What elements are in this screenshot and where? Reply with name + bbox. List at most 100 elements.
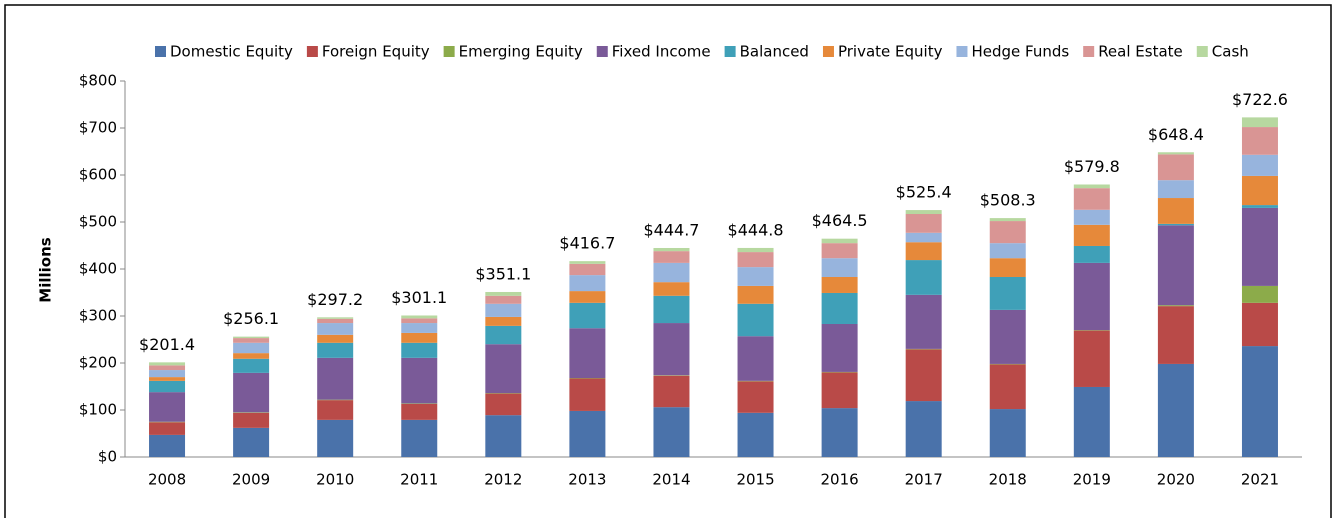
bar-segment: [1157, 306, 1194, 364]
y-tick-label: $700: [79, 119, 117, 137]
bar-segment: [317, 323, 354, 335]
bar-segment: [233, 412, 270, 428]
x-tick-label: 2018: [989, 471, 1027, 489]
x-tick-label: 2011: [400, 471, 438, 489]
y-tick-label: $400: [79, 260, 117, 278]
bar-segment: [821, 276, 858, 293]
legend-swatch: [443, 46, 455, 57]
y-tick-label: $0: [98, 448, 117, 466]
bar-segment: [905, 401, 942, 457]
bar-segment: [401, 403, 438, 420]
bar-segment: [485, 415, 522, 457]
bar-segment: [653, 323, 690, 376]
bar-segment: [401, 357, 438, 404]
bar-segment: [1241, 285, 1278, 303]
bar-segment: [317, 342, 354, 358]
bar-segment: [233, 372, 270, 413]
frame: [4, 4, 1332, 518]
legend-label: Balanced: [740, 43, 809, 61]
legend-label: Private Equity: [838, 43, 943, 61]
legend-swatch: [1083, 46, 1095, 57]
bar-segment: [989, 309, 1026, 364]
bar-segment: [989, 364, 1026, 410]
total-label: $579.8: [1064, 157, 1120, 176]
bar-segment: [317, 419, 354, 457]
bar-segment: [821, 243, 858, 259]
legend-label: Hedge Funds: [971, 43, 1069, 61]
bar-segment: [905, 294, 942, 349]
bar-segment: [149, 370, 186, 378]
bar-segment: [569, 263, 606, 276]
bar-segment: [1073, 262, 1110, 331]
bar-segment: [653, 375, 690, 408]
x-tick-label: 2014: [652, 471, 690, 489]
bar-segment: [149, 380, 186, 393]
y-tick-label: $100: [79, 401, 117, 419]
x-tick-label: 2020: [1157, 471, 1195, 489]
bar-segment: [1241, 154, 1278, 176]
x-tick-label: 2017: [905, 471, 943, 489]
bar-segment: [905, 232, 942, 243]
bar-segment: [401, 315, 438, 319]
x-tick-label: 2015: [736, 471, 774, 489]
bar-segment: [737, 303, 774, 337]
bar-segment: [401, 332, 438, 343]
bar-segment: [1157, 152, 1194, 155]
bar-segment: [821, 323, 858, 372]
bar-segment: [149, 434, 186, 457]
x-tick-label: 2021: [1241, 471, 1279, 489]
bar-segment: [989, 221, 1026, 244]
x-tick-label: 2019: [1073, 471, 1111, 489]
bar-segment: [737, 247, 774, 253]
bar-segment: [149, 377, 186, 381]
total-label: $444.7: [643, 220, 699, 239]
bar-segment: [485, 291, 522, 296]
bar-segment: [485, 344, 522, 394]
bar-segment: [485, 325, 522, 345]
bar-segment: [485, 316, 522, 326]
total-label: $256.1: [223, 309, 279, 328]
bar-segment: [1241, 207, 1278, 286]
x-tick-label: 2008: [148, 471, 186, 489]
bar-segment: [1073, 209, 1110, 225]
y-tick-label: $200: [79, 354, 117, 372]
x-tick-label: 2012: [484, 471, 522, 489]
bar-segment: [401, 318, 438, 324]
bar-segment: [989, 409, 1026, 457]
legend-label: Cash: [1212, 43, 1249, 61]
bar-segment: [1157, 198, 1194, 224]
bar-segment: [569, 410, 606, 457]
bar-segment: [1157, 180, 1194, 199]
bar-segment: [317, 317, 354, 319]
bar-segment: [1073, 224, 1110, 246]
bar-segment: [569, 302, 606, 329]
legend-label: Emerging Equity: [459, 43, 583, 61]
legend-swatch: [822, 46, 834, 57]
bar-segment: [401, 342, 438, 358]
bar-segment: [317, 400, 354, 420]
total-label: $464.5: [812, 211, 868, 230]
bar-segment: [317, 334, 354, 343]
bar-segment: [317, 318, 354, 324]
bar-segment: [1073, 184, 1110, 189]
bar-segment: [905, 210, 942, 215]
total-label: $722.6: [1232, 90, 1288, 109]
bar-segment: [1157, 154, 1194, 181]
bar-segment: [821, 238, 858, 244]
bar-segment: [1157, 223, 1194, 226]
bar-segment: [569, 328, 606, 379]
y-tick-label: $800: [79, 72, 117, 90]
bar-segment: [821, 258, 858, 277]
x-tick-label: 2009: [232, 471, 270, 489]
bar-segment: [233, 358, 270, 373]
bar-segment: [317, 357, 354, 400]
bar-segment: [905, 242, 942, 261]
bar-segment: [1241, 205, 1278, 208]
bar-segment: [821, 408, 858, 457]
bar-segment: [1073, 245, 1110, 263]
bar-segment: [737, 336, 774, 381]
total-label: $301.1: [391, 288, 447, 307]
y-axis-label: Millions: [37, 237, 55, 302]
bar-segment: [233, 342, 270, 354]
bar-segment: [1157, 305, 1194, 307]
